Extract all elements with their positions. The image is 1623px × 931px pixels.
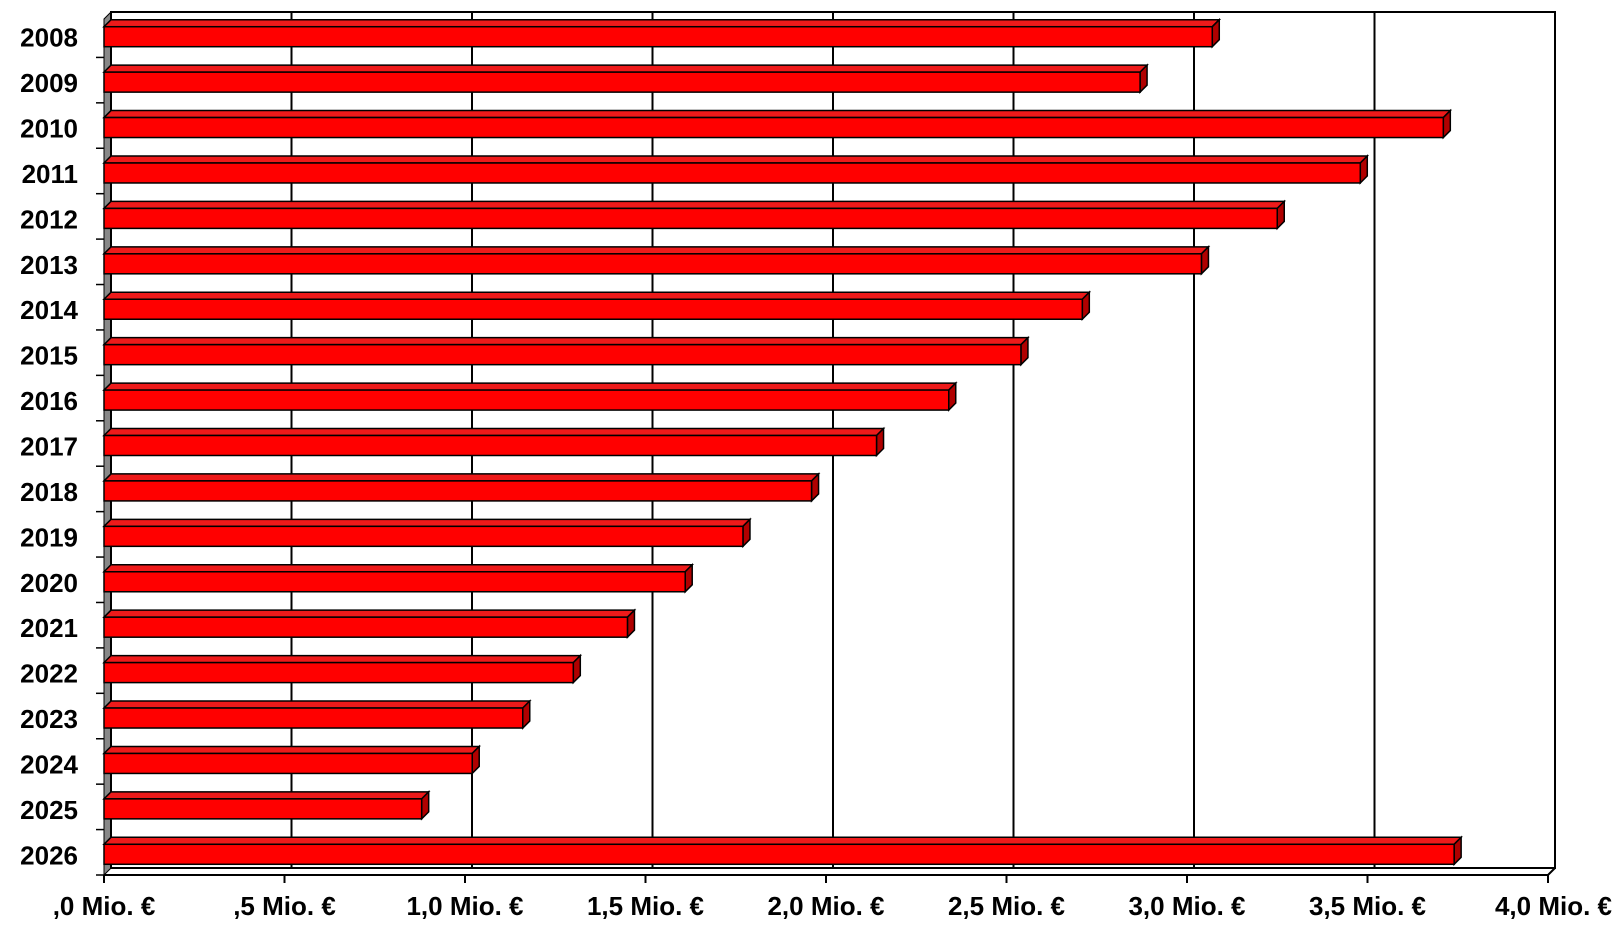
bar-front-face: [103, 707, 524, 729]
bar-front-face: [103, 616, 629, 638]
bar-top-face: [102, 109, 1453, 119]
bar-front-face: [103, 25, 1214, 48]
bar-front-face: [103, 798, 423, 820]
bar-top-face: [102, 155, 1370, 164]
bar-top-face: [102, 382, 958, 391]
y-category-label: 2011: [22, 159, 78, 189]
bar-top-face: [102, 291, 1092, 300]
y-category-label: 2017: [20, 432, 78, 462]
bar-front-face: [103, 298, 1084, 320]
bar: [102, 835, 1463, 867]
y-category-label: 2026: [20, 840, 78, 870]
bar: [102, 335, 1030, 367]
y-axis-category-labels: 2008 2009 2010 2011 2012 2013 2014 2015 2016 2017…: [20, 23, 104, 876]
y-category-label: 2013: [20, 250, 78, 280]
x-tick-label: ,5 Mio. €: [233, 891, 336, 921]
y-category-label: 2009: [20, 68, 78, 98]
bar: [102, 790, 431, 821]
bar-front-face: [103, 116, 1445, 139]
bar-top-face: [102, 246, 1211, 255]
bar: [102, 108, 1453, 140]
bar: [102, 199, 1287, 231]
bar-front-face: [103, 661, 575, 684]
x-tick-label: 2,0 Mio. €: [767, 891, 884, 921]
bar-top-face: [102, 518, 752, 528]
y-category-label: 2023: [20, 704, 78, 734]
y-category-label: 2016: [20, 386, 78, 416]
y-category-label: 2015: [20, 341, 78, 371]
bar-top-face: [102, 473, 821, 482]
bars: [102, 17, 1463, 867]
x-tick-label: 3,5 Mio. €: [1309, 891, 1426, 921]
y-category-label: 2025: [20, 795, 78, 825]
bar-top-face: [102, 654, 583, 664]
bar: [102, 17, 1222, 49]
x-tick-label: ,0 Mio. €: [53, 891, 156, 921]
bar-top-face: [102, 18, 1222, 28]
bar-front-face: [103, 571, 686, 593]
y-category-label: 2018: [20, 477, 78, 507]
bar: [102, 426, 886, 458]
x-tick-label: 2,5 Mio. €: [948, 891, 1065, 921]
bar: [102, 562, 695, 594]
bar-top-face: [102, 745, 482, 755]
bar: [102, 744, 482, 776]
bar-top-face: [102, 609, 637, 618]
bar: [102, 381, 958, 412]
bar: [102, 245, 1211, 276]
bar-top-face: [102, 64, 1149, 73]
bar: [102, 517, 752, 549]
y-category-label: 2008: [20, 23, 78, 53]
bar: [102, 699, 532, 730]
floor-edge: [104, 867, 1556, 876]
x-tick-label: 1,0 Mio. €: [406, 891, 523, 921]
bar-top-face: [102, 836, 1463, 846]
bar-front-face: [103, 752, 473, 775]
y-category-label: 2010: [20, 114, 78, 144]
y-category-label: 2020: [20, 568, 78, 598]
bar-front-face: [103, 389, 950, 411]
bar-front-face: [103, 162, 1362, 184]
bar-top-face: [102, 200, 1287, 210]
bar-front-face: [103, 207, 1278, 230]
y-category-label: 2021: [20, 613, 78, 643]
bar-top-face: [102, 427, 886, 437]
bar-front-face: [103, 843, 1455, 866]
y-category-label: 2022: [20, 659, 78, 689]
bar-top-face: [102, 700, 532, 709]
y-category-label: 2014: [20, 295, 78, 325]
y-category-label: 2024: [20, 749, 78, 779]
x-tick-label: 3,0 Mio. €: [1128, 891, 1245, 921]
x-axis-tick-labels: ,0 Mio. € ,5 Mio. € 1,0 Mio. € 1,5 Mio. € 2,…: [53, 875, 1612, 921]
bar: [102, 608, 637, 639]
x-tick-label: 1,5 Mio. €: [587, 891, 704, 921]
bar-top-face: [102, 564, 695, 573]
bar-front-face: [103, 253, 1203, 275]
bar: [102, 653, 583, 685]
bar-front-face: [103, 71, 1141, 93]
y-category-label: 2019: [20, 522, 78, 552]
bar: [102, 290, 1092, 322]
bar: [102, 472, 821, 503]
bar-front-face: [103, 525, 744, 548]
bar: [102, 63, 1149, 94]
y-category-label: 2012: [20, 204, 78, 234]
bar: [102, 154, 1370, 185]
bar-front-face: [103, 434, 878, 457]
bar-front-face: [103, 343, 1022, 366]
bar-top-face: [102, 336, 1030, 346]
bar-front-face: [103, 480, 813, 502]
x-tick-label: 4,0 Mio. €: [1495, 891, 1612, 921]
bar-top-face: [102, 791, 431, 800]
